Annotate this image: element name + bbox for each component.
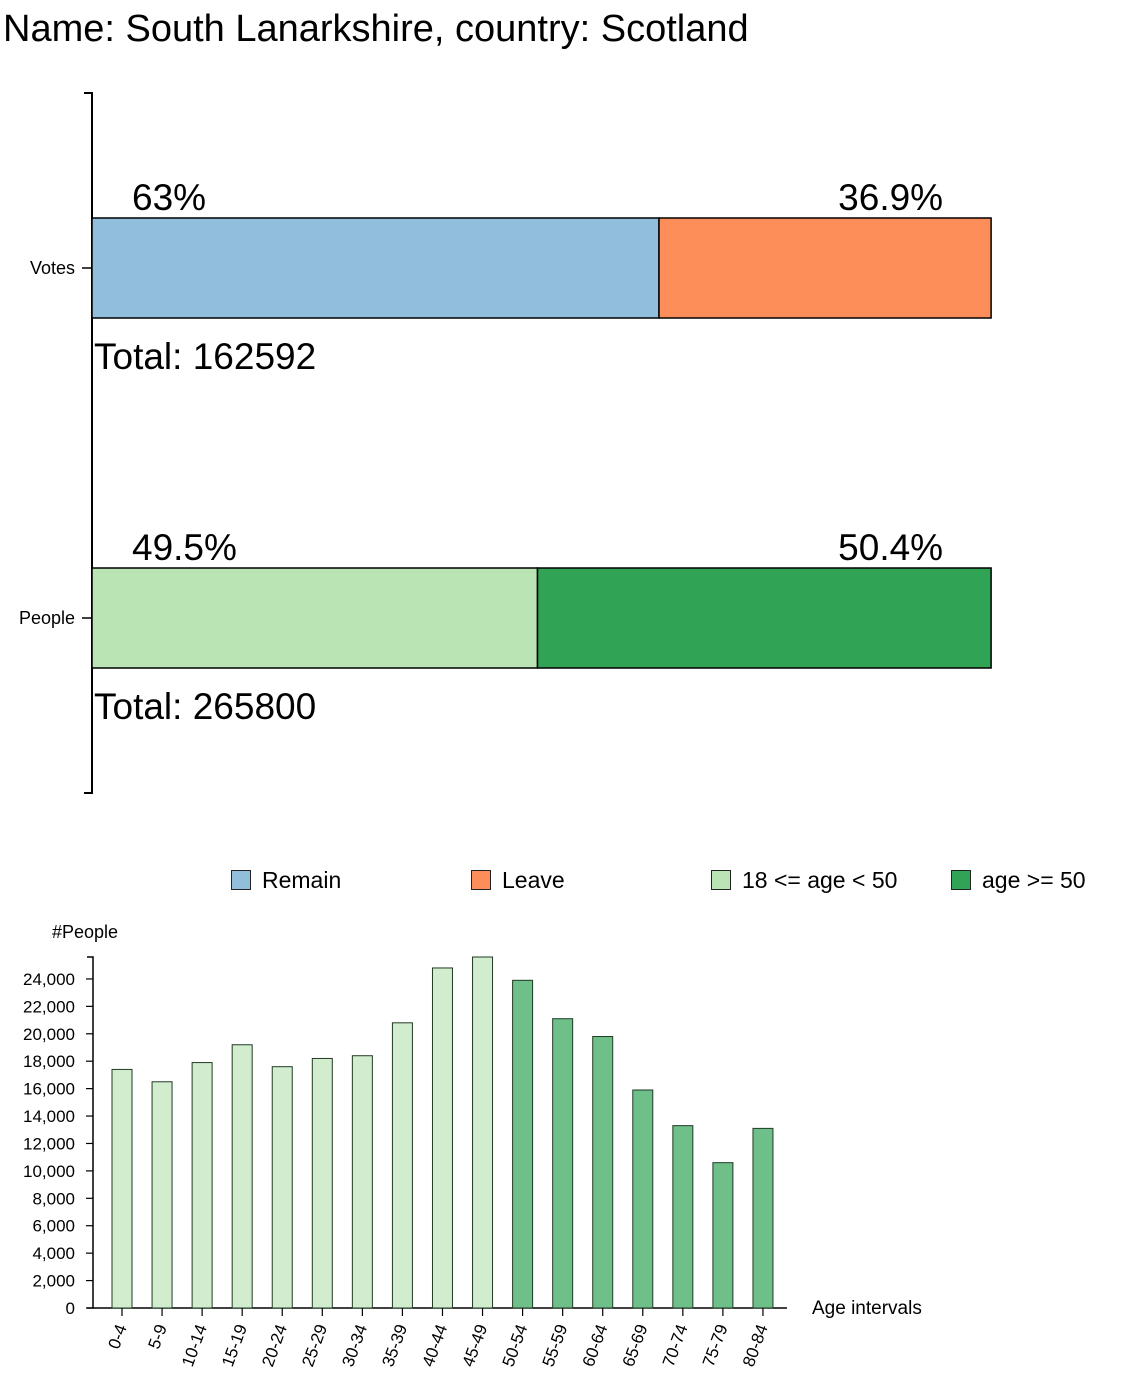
x-tick-label-55-59: 55-59	[539, 1322, 572, 1369]
x-tick-label-70-74: 70-74	[659, 1322, 692, 1369]
age-bar-75-79	[712, 1162, 734, 1309]
total-label-votes: Total: 162592	[94, 336, 316, 377]
y-tick-label-1: 2,000	[32, 1272, 75, 1291]
y-tick-label-9: 18,000	[23, 1052, 75, 1071]
age-bar-65-69	[632, 1089, 654, 1309]
age-bar-25-29	[311, 1057, 333, 1309]
bar-segment-votes-0	[91, 217, 660, 319]
age-bar-55-59	[552, 1018, 574, 1309]
page-title: Name: South Lanarkshire, country: Scotla…	[3, 8, 749, 50]
x-tick-label-60-64: 60-64	[579, 1322, 612, 1369]
x-tick-label-0-4: 0-4	[104, 1322, 130, 1352]
y-tick-label-10: 20,000	[23, 1025, 75, 1044]
x-tick-label-30-34: 30-34	[338, 1322, 371, 1369]
age-bar-5-9	[151, 1081, 173, 1309]
y-tick-label-2: 4,000	[32, 1244, 75, 1263]
legend: Remain Leave 18 <= age < 50 age >= 50	[0, 866, 1122, 896]
age-bar-0-4	[111, 1068, 133, 1309]
x-tick-label-45-49: 45-49	[459, 1322, 492, 1369]
legend-swatch-remain	[231, 870, 251, 890]
y-tick-label-5: 10,000	[23, 1162, 75, 1181]
age-bar-70-74	[672, 1125, 694, 1309]
legend-item-leave: Leave	[471, 866, 565, 894]
age-bar-80-84	[752, 1127, 774, 1309]
legend-label-old: age >= 50	[982, 867, 1086, 893]
bar-segment-people-0	[91, 567, 539, 669]
y-tick-label-4: 8,000	[32, 1189, 75, 1208]
age-bar-50-54	[512, 979, 534, 1309]
y-tick-label-0: 0	[66, 1299, 75, 1318]
age-bar-20-24	[271, 1066, 293, 1309]
x-tick-label-75-79: 75-79	[699, 1322, 732, 1369]
legend-label-remain: Remain	[262, 867, 342, 893]
y-tick-label-12: 24,000	[23, 970, 75, 989]
x-tick-label-35-39: 35-39	[378, 1322, 411, 1369]
category-label-votes: Votes	[30, 258, 75, 278]
x-axis-title: Age intervals	[812, 1298, 922, 1319]
y-axis-title: #People	[52, 922, 118, 942]
x-tick-label-50-54: 50-54	[499, 1322, 532, 1369]
age-bar-60-64	[592, 1036, 614, 1309]
category-label-people: People	[19, 608, 75, 628]
age-bar-30-34	[351, 1055, 373, 1309]
percent-label-votes-0: 63%	[132, 177, 206, 218]
x-tick-label-20-24: 20-24	[258, 1322, 291, 1369]
legend-swatch-leave	[471, 870, 491, 890]
age-bar-45-49	[472, 956, 494, 1309]
split-chart-y-axis	[84, 92, 93, 794]
y-tick-label-3: 6,000	[32, 1217, 75, 1236]
percent-label-people-1: 50.4%	[838, 527, 943, 568]
legend-item-young: 18 <= age < 50	[711, 866, 897, 894]
y-tick-label-11: 22,000	[23, 997, 75, 1016]
x-tick-label-25-29: 25-29	[298, 1322, 331, 1369]
bar-segment-votes-1	[658, 217, 992, 319]
x-tick-label-40-44: 40-44	[419, 1322, 452, 1369]
legend-item-old: age >= 50	[951, 866, 1086, 894]
age-bar-35-39	[391, 1022, 413, 1309]
legend-label-leave: Leave	[502, 867, 565, 893]
x-tick-label-80-84: 80-84	[739, 1322, 772, 1369]
y-tick-label-7: 14,000	[23, 1107, 75, 1126]
bar-segment-people-1	[536, 567, 992, 669]
total-label-people: Total: 265800	[94, 686, 316, 727]
age-bar-10-14	[191, 1062, 213, 1309]
x-tick-label-65-69: 65-69	[619, 1322, 652, 1369]
age-y-axis	[87, 956, 94, 1309]
age-bar-40-44	[431, 967, 453, 1309]
legend-swatch-old	[951, 870, 971, 890]
x-tick-label-15-19: 15-19	[218, 1322, 251, 1369]
split-bar-chart: Votes 63% 36.9% Total: 162592 People 49.5% 50.…	[19, 92, 992, 794]
y-tick-label-6: 12,000	[23, 1134, 75, 1153]
x-tick-label-5-9: 5-9	[145, 1322, 171, 1352]
legend-item-remain: Remain	[231, 866, 341, 894]
age-bar-15-19	[231, 1044, 253, 1309]
percent-label-votes-1: 36.9%	[838, 177, 943, 218]
age-histogram-chart: 0 2,000 4,000 6,000 8,000 10,000 12,000 14,000 1…	[23, 922, 922, 1369]
legend-swatch-young	[711, 870, 731, 890]
y-tick-label-8: 16,000	[23, 1080, 75, 1099]
x-tick-label-10-14: 10-14	[178, 1322, 211, 1369]
legend-label-young: 18 <= age < 50	[742, 867, 898, 893]
percent-label-people-0: 49.5%	[132, 527, 237, 568]
